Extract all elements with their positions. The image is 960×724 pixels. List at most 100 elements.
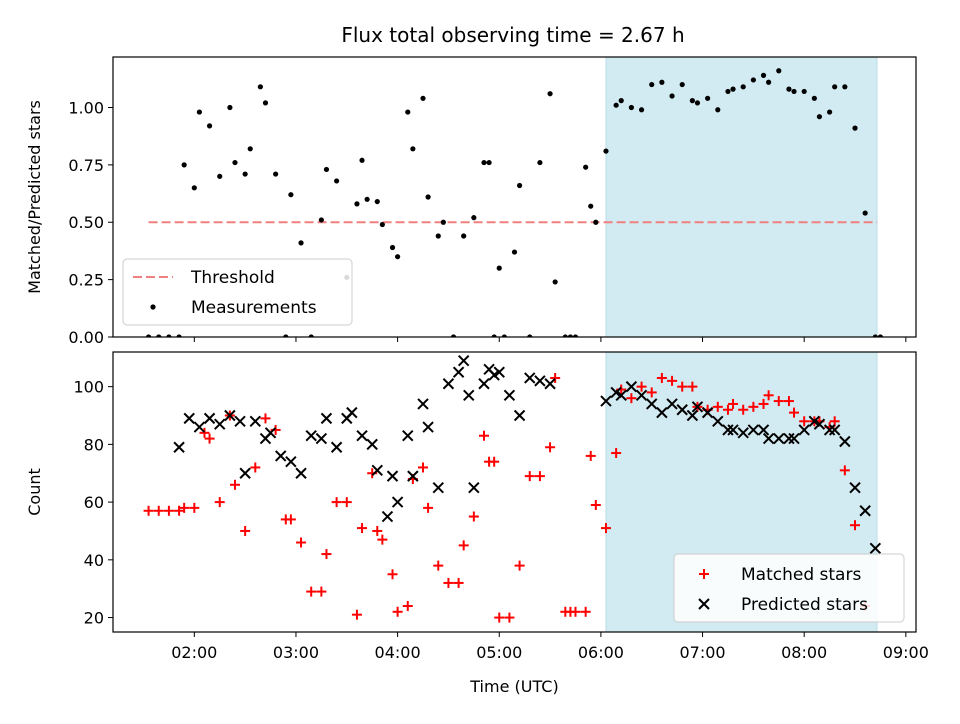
bottom-xtick-label: 05:00 [476, 643, 522, 662]
data-point [443, 577, 454, 588]
data-point [193, 421, 206, 433]
data-point [468, 511, 479, 522]
data-point [321, 549, 332, 560]
data-point [590, 499, 601, 510]
data-point [750, 77, 756, 83]
data-point [679, 81, 685, 88]
data-point [166, 334, 172, 337]
bottom-series-predicted-stars [173, 354, 885, 680]
legend-predicted-swatch [698, 598, 710, 610]
data-point [730, 86, 736, 92]
top-panel-ratio: 0.00 0.25 0.50 0.75 1.00 Matched/Predicted st… [25, 56, 917, 347]
data-point [224, 409, 236, 422]
data-point [537, 159, 543, 166]
data-point [453, 577, 464, 588]
data-point [298, 240, 304, 246]
data-point [354, 201, 360, 207]
data-point [242, 171, 248, 177]
data-point [374, 198, 380, 205]
data-point [432, 481, 444, 494]
data-point [570, 606, 581, 617]
data-point [783, 432, 795, 445]
data-point [364, 196, 370, 202]
data-point [331, 497, 342, 508]
data-point [407, 470, 419, 482]
data-point [283, 334, 289, 337]
data-point [618, 98, 624, 104]
data-point [318, 217, 324, 223]
data-point [628, 104, 634, 111]
data-point [747, 424, 760, 436]
data-point [738, 404, 749, 415]
data-point [527, 334, 533, 337]
data-point [872, 334, 878, 337]
top-legend: Threshold Measurements [122, 258, 353, 326]
legend-measurements-label: Measurements [191, 298, 317, 318]
data-point [174, 505, 185, 516]
data-point [636, 381, 647, 392]
data-point [206, 123, 213, 129]
data-point [667, 375, 678, 386]
data-point [686, 409, 699, 422]
data-point [346, 406, 358, 419]
data-point [511, 249, 518, 255]
data-point [479, 430, 490, 441]
data-point [773, 396, 784, 407]
data-point [229, 479, 240, 490]
data-point [461, 233, 467, 239]
data-point [828, 424, 841, 436]
data-point [760, 72, 767, 78]
data-point [656, 406, 668, 419]
data-point [611, 448, 622, 459]
data-point [330, 441, 343, 453]
data-point [320, 412, 333, 425]
data-point [588, 203, 594, 209]
data-point [869, 542, 882, 554]
data-point [239, 467, 251, 479]
data-point [516, 182, 523, 189]
data-point [842, 84, 848, 90]
data-point [357, 523, 368, 534]
data-point [877, 334, 884, 337]
data-point [728, 398, 739, 409]
data-point [552, 279, 558, 285]
data-point [544, 378, 556, 390]
data-point [773, 432, 785, 445]
data-point [316, 586, 327, 597]
data-point [458, 540, 469, 551]
data-point [191, 185, 197, 191]
data-point [420, 95, 426, 101]
data-point [442, 378, 455, 390]
legend-matched-swatch [699, 569, 709, 579]
data-point [204, 433, 215, 444]
data-point [766, 79, 772, 85]
data-point [524, 471, 535, 482]
data-point [758, 398, 769, 409]
data-point [285, 455, 297, 468]
data-point [859, 505, 871, 517]
data-point [493, 366, 505, 378]
data-point [143, 505, 154, 516]
bottom-ytick-label: 60 [84, 493, 104, 512]
data-point [457, 354, 470, 367]
data-point [567, 334, 574, 337]
data-point [789, 407, 800, 418]
data-point [463, 389, 475, 402]
data-point [504, 612, 515, 623]
data-point [676, 404, 688, 416]
data-point [450, 334, 457, 337]
data-point [372, 525, 383, 536]
data-point [481, 159, 487, 166]
data-point [813, 418, 826, 430]
data-point [635, 389, 648, 402]
data-point [646, 398, 658, 410]
data-point [391, 496, 404, 508]
data-point [625, 380, 638, 393]
legend-box [673, 553, 905, 623]
data-point [722, 424, 734, 436]
data-point [501, 334, 507, 337]
data-point [875, 670, 885, 680]
bottom-plot-area [143, 354, 885, 680]
data-point [425, 194, 431, 200]
data-point [489, 456, 500, 467]
